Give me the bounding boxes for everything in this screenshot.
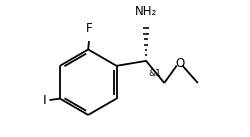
Text: NH₂: NH₂: [134, 5, 156, 18]
Text: I: I: [42, 94, 46, 107]
Text: O: O: [174, 57, 184, 70]
Text: &1: &1: [147, 69, 160, 78]
Text: F: F: [85, 22, 92, 35]
